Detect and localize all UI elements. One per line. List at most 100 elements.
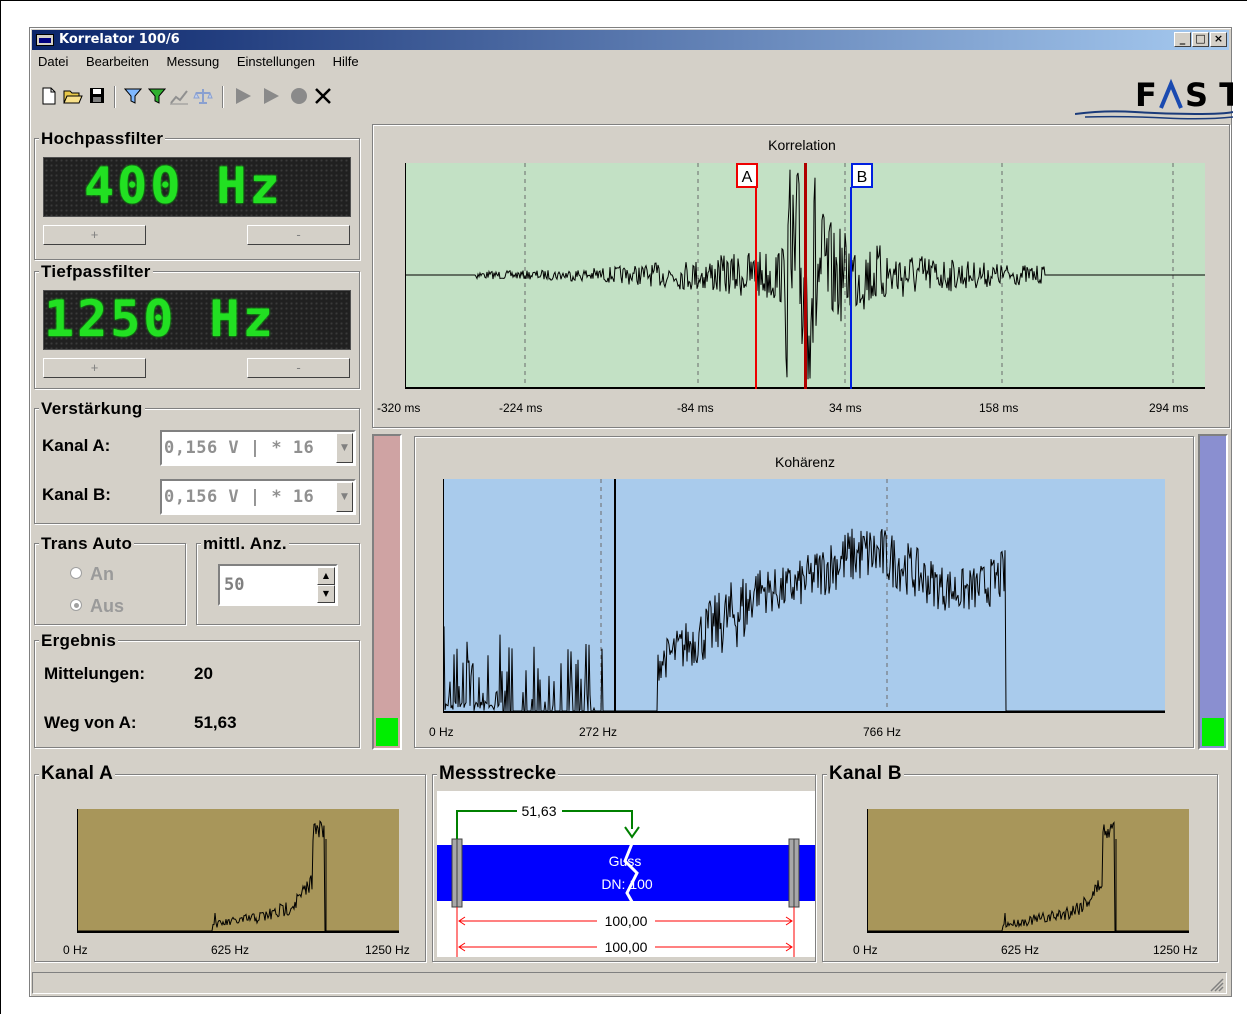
spectrum-b-plot[interactable] — [867, 809, 1191, 935]
save-icon[interactable] — [86, 84, 108, 108]
menu-bar: Datei Bearbeiten Messung Einstellungen H… — [38, 54, 373, 74]
spectrum-a-xtick: 0 Hz — [63, 943, 88, 957]
measurement-diagram[interactable]: 51,63 Guss DN: 100 100,00 100,00 — [437, 791, 815, 957]
spin-up-icon[interactable]: ▲ — [317, 567, 335, 585]
length-2-label: 100,00 — [605, 939, 648, 955]
spectrum-b-title: Kanal B — [827, 763, 904, 785]
menu-hilfe[interactable]: Hilfe — [332, 54, 359, 69]
play-step-icon[interactable] — [260, 84, 282, 108]
correlation-xtick: 294 ms — [1149, 401, 1189, 415]
menu-einstellungen[interactable]: Einstellungen — [236, 54, 315, 69]
cancel-icon[interactable] — [312, 84, 334, 108]
menu-messung[interactable]: Messung — [166, 54, 220, 69]
correlation-xtick: 158 ms — [979, 401, 1019, 415]
correlation-peak-marker — [804, 163, 807, 389]
kanal-a-gain-value: 0,156 V | * 16 — [164, 438, 315, 458]
play-icon[interactable] — [232, 84, 254, 108]
record-icon[interactable] — [288, 84, 310, 108]
spectrum-a-curve — [77, 820, 399, 932]
marker-b-label: B — [857, 169, 868, 186]
correlation-panel: Korrelation A B -320 ms -224 ms -84 ms 3… — [372, 124, 1230, 428]
lowpass-group: Tiefpassfilter 1250 Hz + - — [34, 262, 360, 389]
spectrum-b-curve — [867, 821, 1189, 932]
status-bar — [32, 972, 1227, 994]
arrow-head-icon — [458, 916, 793, 926]
measurement-group: Messstrecke 51,63 Guss DN: 100 100,00 10… — [432, 763, 816, 962]
result-group: Ergebnis — [34, 631, 360, 748]
spectrum-b-xtick: 0 Hz — [853, 943, 878, 957]
window-title: Korrelator 100/6 — [59, 32, 180, 47]
chevron-down-icon[interactable]: ▼ — [336, 482, 353, 512]
highpass-minus-button[interactable]: - — [247, 225, 350, 245]
length-1-label: 100,00 — [605, 913, 648, 929]
lowpass-minus-button[interactable]: - — [247, 358, 350, 378]
correlation-xtick: -224 ms — [499, 401, 543, 415]
spectrum-a-plot[interactable] — [77, 809, 401, 935]
correlation-xtick: -320 ms — [377, 401, 421, 415]
highpass-plus-button[interactable]: + — [43, 225, 146, 245]
highpass-title: Hochpassfilter — [39, 129, 166, 149]
leak-distance-arrow — [456, 810, 633, 839]
trans-auto-off-label: Aus — [90, 596, 125, 616]
filter-icon[interactable] — [122, 84, 144, 108]
kanal-a-gain-select[interactable]: 0,156 V | * 16 ▼ — [160, 430, 356, 466]
chart-icon[interactable] — [168, 84, 190, 108]
kanal-b-gain-value: 0,156 V | * 16 — [164, 487, 315, 507]
menu-bearbeiten[interactable]: Bearbeiten — [85, 54, 149, 69]
kanal-a-label: Kanal A: — [42, 436, 111, 455]
spectrum-a-title: Kanal A — [39, 763, 116, 785]
highpass-display: 400 Hz — [43, 157, 351, 217]
arrow-head-icon — [458, 942, 793, 952]
level-meter-left — [372, 434, 402, 750]
title-bar[interactable]: Korrelator 100/6 _ □ × — [32, 30, 1229, 50]
kanal-b-gain-select[interactable]: 0,156 V | * 16 ▼ — [160, 479, 356, 515]
minimize-button[interactable]: _ — [1174, 32, 1191, 47]
coherence-title: Kohärenz — [775, 454, 835, 470]
balance-icon[interactable] — [192, 84, 214, 108]
avg-count-spinner[interactable]: 50 ▲ ▼ — [218, 564, 338, 606]
menu-datei[interactable]: Datei — [38, 54, 69, 69]
close-button[interactable]: × — [1210, 32, 1227, 47]
weg-value: 51,63 — [194, 713, 237, 732]
correlation-plot[interactable]: A B — [405, 163, 1205, 391]
spectrum-a-plot-area — [77, 809, 399, 933]
marker-a-box[interactable] — [736, 163, 758, 188]
toolbar-separator — [114, 86, 116, 108]
marker-a-label: A — [742, 169, 753, 186]
avg-count-title: mittl. Anz. — [201, 534, 289, 554]
spectrum-a-xtick: 1250 Hz — [365, 943, 410, 957]
trans-auto-on-radio[interactable]: An — [70, 564, 114, 585]
spin-down-icon[interactable]: ▼ — [317, 585, 335, 603]
spectrum-b-group: Kanal B 0 Hz 625 Hz 1250 Hz — [822, 763, 1218, 962]
marker-b-box[interactable] — [851, 163, 873, 188]
trans-auto-title: Trans Auto — [39, 534, 135, 554]
maximize-button[interactable]: □ — [1192, 32, 1209, 47]
result-title: Ergebnis — [39, 631, 119, 651]
coherence-xtick: 766 Hz — [863, 725, 902, 739]
new-file-icon[interactable] — [38, 84, 60, 108]
correlation-xtick: 34 ms — [829, 401, 862, 415]
coherence-plot[interactable] — [443, 479, 1167, 717]
lowpass-plus-button[interactable]: + — [43, 358, 146, 378]
open-folder-icon[interactable] — [62, 84, 84, 108]
measurement-title: Messstrecke — [437, 763, 559, 785]
gain-group: Verstärkung — [34, 399, 360, 524]
coherence-gridlines — [600, 479, 888, 713]
logo-text-right: S T — [1185, 76, 1233, 114]
resize-grip-icon[interactable] — [1208, 976, 1224, 992]
leak-distance-label: 51,63 — [521, 803, 556, 819]
toolbar-separator — [222, 86, 224, 108]
correlation-title: Korrelation — [768, 137, 836, 153]
trans-auto-on-label: An — [90, 564, 114, 584]
filter-green-icon[interactable] — [146, 84, 168, 108]
lowpass-title: Tiefpassfilter — [39, 262, 153, 282]
spectrum-a-group: Kanal A 0 Hz 625 Hz 1250 Hz — [34, 763, 426, 962]
trans-auto-off-radio[interactable]: Aus — [70, 596, 124, 617]
chevron-down-icon[interactable]: ▼ — [336, 433, 353, 463]
radio-off-icon — [70, 567, 82, 579]
app-window: Korrelator 100/6 _ □ × Datei Bearbeiten … — [29, 27, 1241, 997]
spectrum-a-xtick: 625 Hz — [211, 943, 250, 957]
mittelungen-value: 20 — [194, 664, 213, 683]
spectrum-b-plot-area — [867, 809, 1189, 933]
spectrum-b-xtick: 1250 Hz — [1153, 943, 1198, 957]
